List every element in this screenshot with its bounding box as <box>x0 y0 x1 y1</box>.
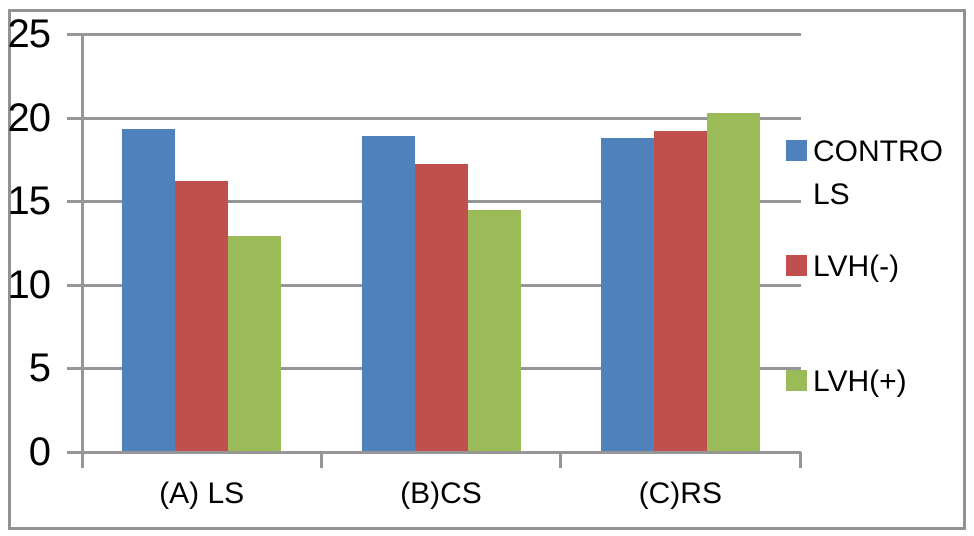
y-axis-line <box>81 34 84 468</box>
bar-a-ls-controls <box>122 129 176 452</box>
y-axis-label-25: 25 <box>7 12 52 56</box>
gridline-25 <box>67 33 801 36</box>
legend-label-controls: CONTRO LS <box>813 130 943 216</box>
legend-label-lvh-neg-line1: LVH(-) <box>813 250 900 283</box>
bar-a-ls-lvh-pos <box>228 236 282 452</box>
legend-label-lvh-neg: LVH(-) <box>813 245 899 288</box>
legend-swatch-lvh-pos-icon <box>786 370 807 391</box>
y-axis-label-0: 0 <box>28 430 51 474</box>
chart-legend: CONTRO LS LVH(-) LVH(+) <box>786 0 972 536</box>
bar-b-cs-controls <box>361 135 415 452</box>
bar-a-ls-lvh-neg <box>175 181 229 452</box>
legend-item-lvh-neg: LVH(-) <box>786 245 899 288</box>
x-axis-tick-2 <box>559 452 563 468</box>
y-axis-label-20: 20 <box>7 95 52 140</box>
gridline-20 <box>67 116 801 120</box>
legend-label-controls-line1: CONTRO <box>813 135 943 168</box>
y-axis-label-5: 5 <box>28 346 51 391</box>
y-axis-label-10: 10 <box>7 262 52 307</box>
legend-swatch-controls-icon <box>786 140 807 161</box>
bar-c-rs-lvh-neg <box>653 130 707 452</box>
y-axis-label-15: 15 <box>7 179 52 224</box>
legend-label-lvh-pos-line1: LVH(+) <box>813 365 907 398</box>
legend-label-controls-line2: LS <box>813 178 850 211</box>
legend-swatch-lvh-neg-icon <box>786 255 807 276</box>
x-axis-category-label-a-ls: (A) LS <box>159 477 245 510</box>
legend-item-lvh-pos: LVH(+) <box>786 360 907 403</box>
bar-b-cs-lvh-pos <box>467 209 521 452</box>
legend-label-lvh-pos: LVH(+) <box>813 360 907 403</box>
chart-border <box>8 9 966 530</box>
x-axis-tick-3 <box>798 452 802 468</box>
x-axis-line <box>67 451 801 454</box>
bar-c-rs-controls <box>600 137 654 452</box>
legend-item-controls: CONTRO LS <box>786 130 943 216</box>
x-axis-tick-0 <box>80 452 84 468</box>
x-axis-tick-1 <box>319 452 323 468</box>
bar-c-rs-lvh-pos <box>706 112 760 452</box>
x-axis-category-label-c-rs: (C)RS <box>638 477 722 510</box>
x-axis-category-label-b-cs: (B)CS <box>400 477 482 510</box>
bar-b-cs-lvh-neg <box>414 164 468 452</box>
